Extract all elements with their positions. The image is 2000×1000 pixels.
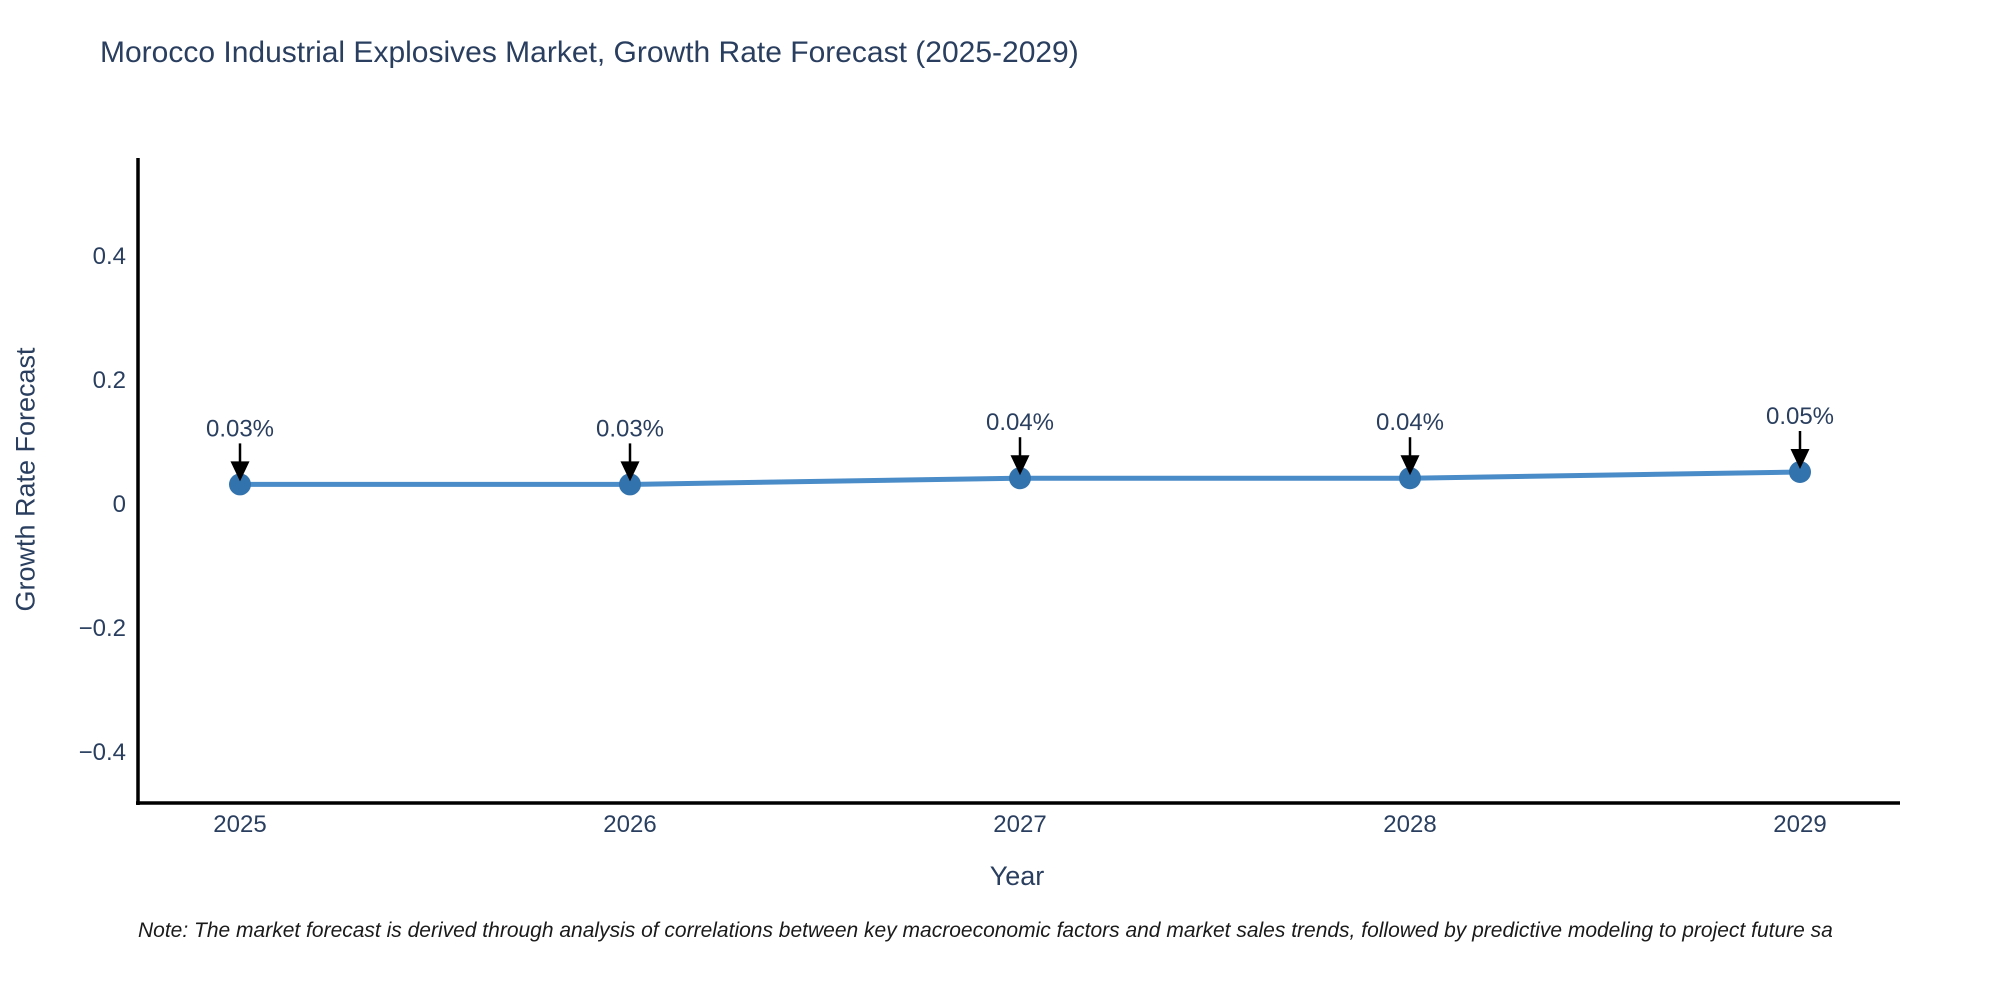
x-axis-tick-labels: 2025 2026 2027 2028 2029 [213, 811, 1826, 838]
y-tick-label: 0.4 [93, 243, 126, 270]
data-point-label: 0.04% [986, 409, 1054, 436]
annotation-arrow-head [1010, 455, 1030, 476]
x-tick-label: 2026 [603, 811, 656, 838]
data-point-marker [229, 473, 251, 496]
x-tick-label: 2027 [993, 811, 1046, 838]
annotation-arrow-head [230, 461, 250, 482]
x-axis-title: Year [989, 861, 1045, 891]
x-tick-label: 2025 [213, 811, 266, 838]
data-point-marker [1399, 467, 1421, 490]
y-tick-label: 0 [113, 491, 126, 518]
chart-title: Morocco Industrial Explosives Market, Gr… [100, 36, 1079, 69]
footnote: Note: The market forecast is derived thr… [138, 919, 1833, 942]
data-point-marker [619, 473, 641, 496]
y-tick-label: 0.2 [93, 367, 126, 394]
x-tick-label: 2028 [1383, 811, 1436, 838]
forecast-line-series [229, 461, 1811, 496]
annotation-arrow-head [620, 461, 640, 482]
y-axis-title: Growth Rate Forecast [10, 347, 41, 612]
point-annotations: 0.03% 0.03% 0.04% 0.04% 0.05% [206, 403, 1834, 482]
data-point-marker [1009, 467, 1031, 490]
data-point-label: 0.04% [1376, 409, 1444, 436]
data-point-label: 0.05% [1766, 403, 1834, 430]
annotation-arrow-head [1790, 449, 1810, 469]
annotation-arrow-head [1400, 455, 1420, 476]
data-point-marker [1789, 461, 1811, 483]
data-point-label: 0.03% [206, 415, 274, 442]
y-tick-label: −0.4 [79, 739, 126, 766]
data-point-label: 0.03% [596, 415, 664, 442]
y-axis-tick-labels: 0.4 0.2 0 −0.2 −0.4 [79, 243, 126, 766]
y-tick-label: −0.2 [79, 615, 126, 642]
x-tick-label: 2029 [1773, 811, 1826, 838]
